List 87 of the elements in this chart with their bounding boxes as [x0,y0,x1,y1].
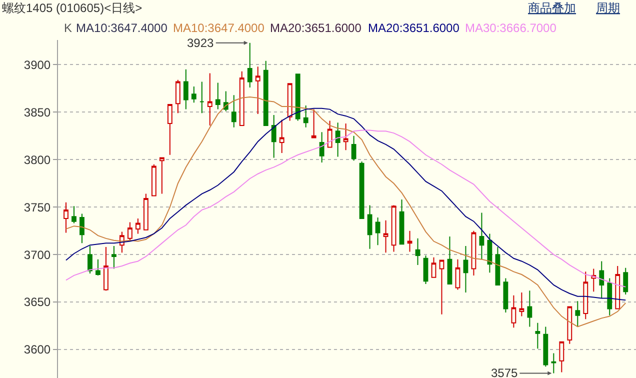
candlestick [207,72,212,126]
candlestick [64,202,68,234]
candlestick [167,104,172,156]
candlestick [335,122,340,158]
text: MA10:3647.4000 [76,21,168,35]
y-tick-label: 3600 [24,342,51,357]
candlestick [487,233,492,274]
text: 商品叠加 [528,1,576,15]
text: MA30:3666.7000 [465,21,557,35]
candlestick [231,94,236,128]
candlestick [359,161,364,219]
y-tick-label: 3700 [24,248,51,262]
candlestick [255,66,260,115]
candlestick [575,300,580,328]
candlestick [527,290,532,328]
candlestick [463,246,468,294]
candlestick [239,70,244,126]
candlestick [391,204,396,252]
annotation: 3923 [187,36,214,50]
candlestick [415,238,420,266]
candlestick [431,256,436,278]
candlestick [351,135,356,162]
candlestick [215,82,220,110]
candlestick [287,83,292,122]
candlestick [295,74,300,122]
candlestick [135,218,140,234]
candlestick [455,258,460,290]
candlestick [471,230,476,276]
candlestick [80,213,84,244]
y-tick-label: 3800 [24,152,51,167]
candlestick [567,306,572,344]
candlestick [303,105,308,128]
candlestick [96,258,100,276]
text: MA20:3651.6000 [368,21,460,35]
candlestick [599,260,604,299]
candlestick [199,81,204,114]
y-tick-label: 3850 [24,105,51,120]
text: MA20:3651.6000 [270,21,362,35]
line-series [65,96,626,328]
candlestick [88,246,92,274]
candlestick [495,246,500,286]
candlestick [159,157,164,194]
candlestick [559,341,564,373]
candlestick [271,114,276,158]
candlestick [175,79,180,114]
candlestick [104,246,108,292]
candlestick [479,212,484,260]
candlestick [72,206,76,224]
text: K [64,21,72,35]
candlestick [263,60,268,126]
text: 周期 [596,1,620,15]
candlestick [535,322,540,350]
y-tick-label: 3750 [24,200,51,214]
candlestick [143,193,148,230]
line-series [65,130,626,288]
candlestick [311,108,316,138]
candlestick [423,255,428,285]
candlestick [127,222,132,241]
y-tick-label: 3900 [24,58,51,72]
candlestick [511,294,516,328]
candlestick [343,123,348,151]
candlestick [327,120,332,148]
candlestick [583,271,588,320]
candlestick [607,278,612,316]
candlestick [623,267,628,295]
y-tick-label: 3650 [24,295,51,310]
candlestick [503,278,508,313]
candlestick [519,292,524,317]
candlestick [543,326,548,368]
candlestick [319,132,324,163]
candlestick [399,199,404,245]
candlestick [383,220,388,254]
annotation: 3575 [491,366,518,378]
candlestick [367,204,372,250]
candlestick [183,68,188,110]
candlestick [375,217,380,246]
candlestick [447,236,452,285]
candlestick [407,230,412,252]
candlestick [151,164,156,196]
candlestick [112,246,116,270]
chart-title: 螺纹1405 (010605)<日线> [2,1,142,15]
candlestick [439,260,444,315]
text: MA10:3647.4000 [173,21,265,35]
candlestick [191,86,196,104]
line-series [65,108,626,301]
candlestick [615,265,620,310]
candlestick [279,119,284,154]
